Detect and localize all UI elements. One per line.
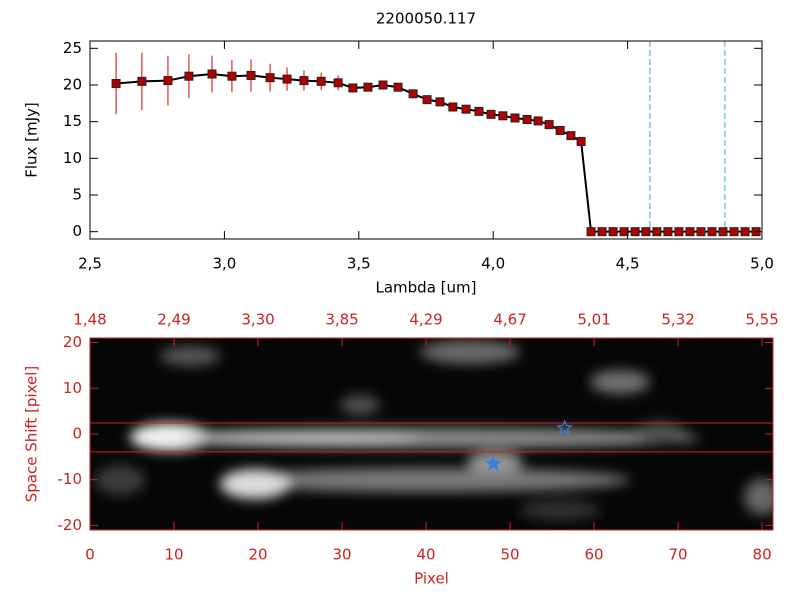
x-tick-label: 2,5	[78, 255, 102, 273]
data-point	[652, 227, 662, 237]
data-point	[729, 227, 739, 237]
data-point	[608, 227, 618, 237]
data-point	[533, 116, 543, 126]
data-point	[316, 76, 326, 86]
plots: 2,5 3,0 3,5 4,0 4,5 5,0 0 5 10 15 20 25 Lambda [um] F…	[23, 10, 779, 588]
data-point	[333, 78, 343, 88]
x2-tick-label: 3,30	[241, 311, 274, 329]
data-point	[474, 106, 484, 116]
data-point	[111, 79, 121, 89]
y-tick-label: 25	[63, 39, 82, 57]
chart-title: 2200050.117	[376, 10, 476, 28]
data-point	[663, 227, 673, 237]
data-point	[707, 227, 717, 237]
x-tick-label: 80	[753, 546, 772, 564]
data-point	[566, 131, 576, 141]
x-tick-label: 10	[164, 546, 183, 564]
data-point	[408, 89, 418, 99]
data-point	[597, 227, 607, 237]
y-tick-label: 0	[72, 222, 82, 240]
source-marker	[556, 419, 573, 435]
spectral-image	[90, 338, 773, 530]
y-tick-label: 20	[63, 333, 82, 351]
data-point	[137, 76, 147, 86]
data-point	[718, 227, 728, 237]
data-point	[422, 95, 432, 105]
data-point	[184, 71, 194, 81]
data-point	[348, 83, 358, 93]
x2-tick-label: 4,67	[493, 311, 526, 329]
x-tick-label: 3,5	[347, 255, 371, 273]
data-point	[696, 227, 706, 237]
x-axis-label: Pixel	[414, 570, 449, 588]
data-point	[227, 71, 237, 81]
x2-tick-label: 5,32	[661, 311, 694, 329]
y-tick-label: 10	[63, 149, 82, 167]
data-point	[299, 76, 309, 86]
data-point	[586, 227, 596, 237]
y-tick-label: 15	[63, 112, 82, 130]
y-axis-label: Space Shift [pixel]	[23, 366, 41, 503]
data-point	[282, 74, 292, 84]
x-tick-label: 0	[85, 546, 95, 564]
x-tick-label: 20	[248, 546, 267, 564]
data-point	[265, 73, 275, 83]
x-tick-label: 50	[501, 546, 520, 564]
x-tick-label: 30	[332, 546, 351, 564]
x-tick-label: 4,5	[616, 255, 640, 273]
x2-tick-label: 2,49	[157, 311, 190, 329]
data-point	[163, 76, 173, 86]
data-point	[522, 114, 532, 124]
data-point	[486, 109, 496, 119]
data-point	[448, 102, 458, 112]
data-point	[630, 227, 640, 237]
x-tick-label: 4,0	[481, 255, 505, 273]
y-tick-label: -10	[58, 470, 83, 488]
data-point	[378, 80, 388, 90]
x-tick-label: 60	[585, 546, 604, 564]
x2-tick-label: 1,48	[73, 311, 106, 329]
y-tick-label: 0	[72, 425, 82, 443]
x2-tick-label: 5,01	[577, 311, 610, 329]
x-tick-label: 3,0	[212, 255, 236, 273]
y-tick-label: 20	[63, 76, 82, 94]
y-axis-label: Flux [mJy]	[23, 102, 41, 178]
data-point	[641, 227, 651, 237]
data-point	[619, 227, 629, 237]
y-tick-label: 5	[72, 186, 82, 204]
data-point	[674, 227, 684, 237]
x-tick-label: 70	[669, 546, 688, 564]
x2-tick-label: 3,85	[325, 311, 358, 329]
x-tick-label: 5,0	[750, 255, 774, 273]
data-point	[363, 82, 373, 92]
x-tick-label: 40	[416, 546, 435, 564]
data-point	[461, 104, 471, 114]
x2-tick-label: 4,29	[409, 311, 442, 329]
data-point	[207, 69, 217, 79]
data-point	[435, 97, 445, 107]
data-point	[393, 82, 403, 92]
data-point	[576, 136, 586, 146]
x2-tick-label: 5,55	[745, 311, 778, 329]
y-tick-label: 10	[63, 379, 82, 397]
data-point	[498, 111, 508, 121]
data-point	[544, 120, 554, 130]
y-tick-label: -20	[58, 516, 83, 534]
data-point	[685, 227, 695, 237]
data-point	[510, 113, 520, 123]
data-point	[246, 70, 256, 80]
x-axis-label: Lambda [um]	[376, 279, 477, 297]
data-point	[740, 227, 750, 237]
plot-frame	[89, 40, 763, 240]
data-point	[555, 125, 565, 135]
source-marker	[485, 455, 502, 471]
